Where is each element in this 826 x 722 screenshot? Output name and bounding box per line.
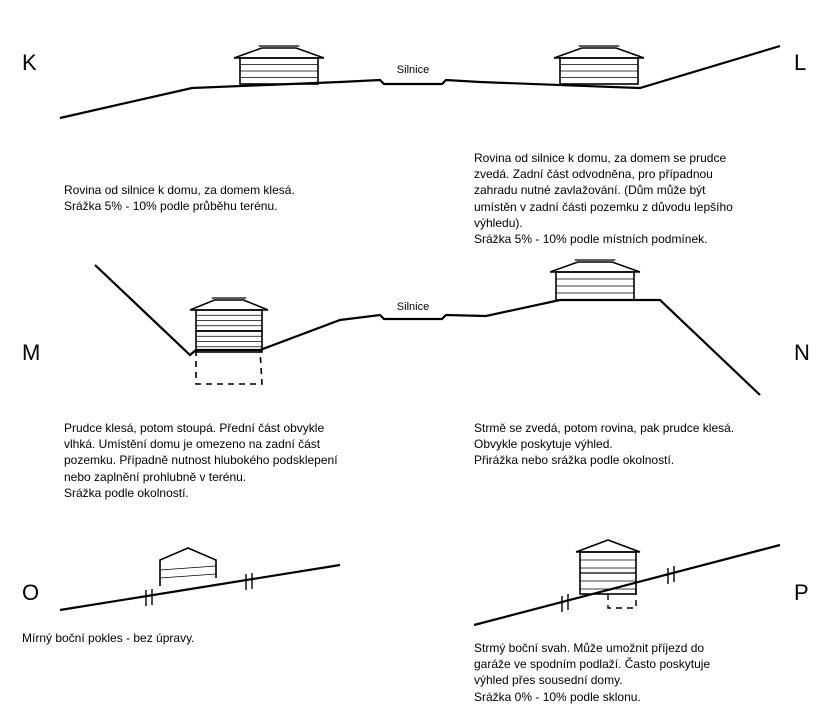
description-N: Strmě se zvedá, potom rovina, pak prudce… [474, 420, 804, 469]
section-label-K: K [22, 50, 37, 76]
description-K: Rovina od silnice k domu, za domem klesá… [64, 182, 384, 214]
terrain-diagram-svg: Silnice Silnice [0, 0, 826, 722]
description-P: Strmý boční svah. Může umožnit příjezd d… [474, 640, 804, 705]
description-M: Prudce klesá, potom stoupá. Přední část … [64, 420, 404, 501]
section-label-M: M [22, 340, 40, 366]
description-L: Rovina od silnice k domu, za domem se pr… [474, 150, 804, 247]
diagram-page: Silnice Silnice K L M N O P Rovina od silnice k… [0, 0, 826, 722]
svg-text:Silnice: Silnice [397, 64, 429, 76]
section-label-O: O [22, 580, 39, 606]
description-O: Mírný boční pokles - bez úpravy. [22, 630, 352, 646]
section-label-N: N [794, 340, 810, 366]
svg-text:Silnice: Silnice [397, 301, 429, 313]
section-label-P: P [794, 580, 809, 606]
section-label-L: L [794, 50, 806, 76]
